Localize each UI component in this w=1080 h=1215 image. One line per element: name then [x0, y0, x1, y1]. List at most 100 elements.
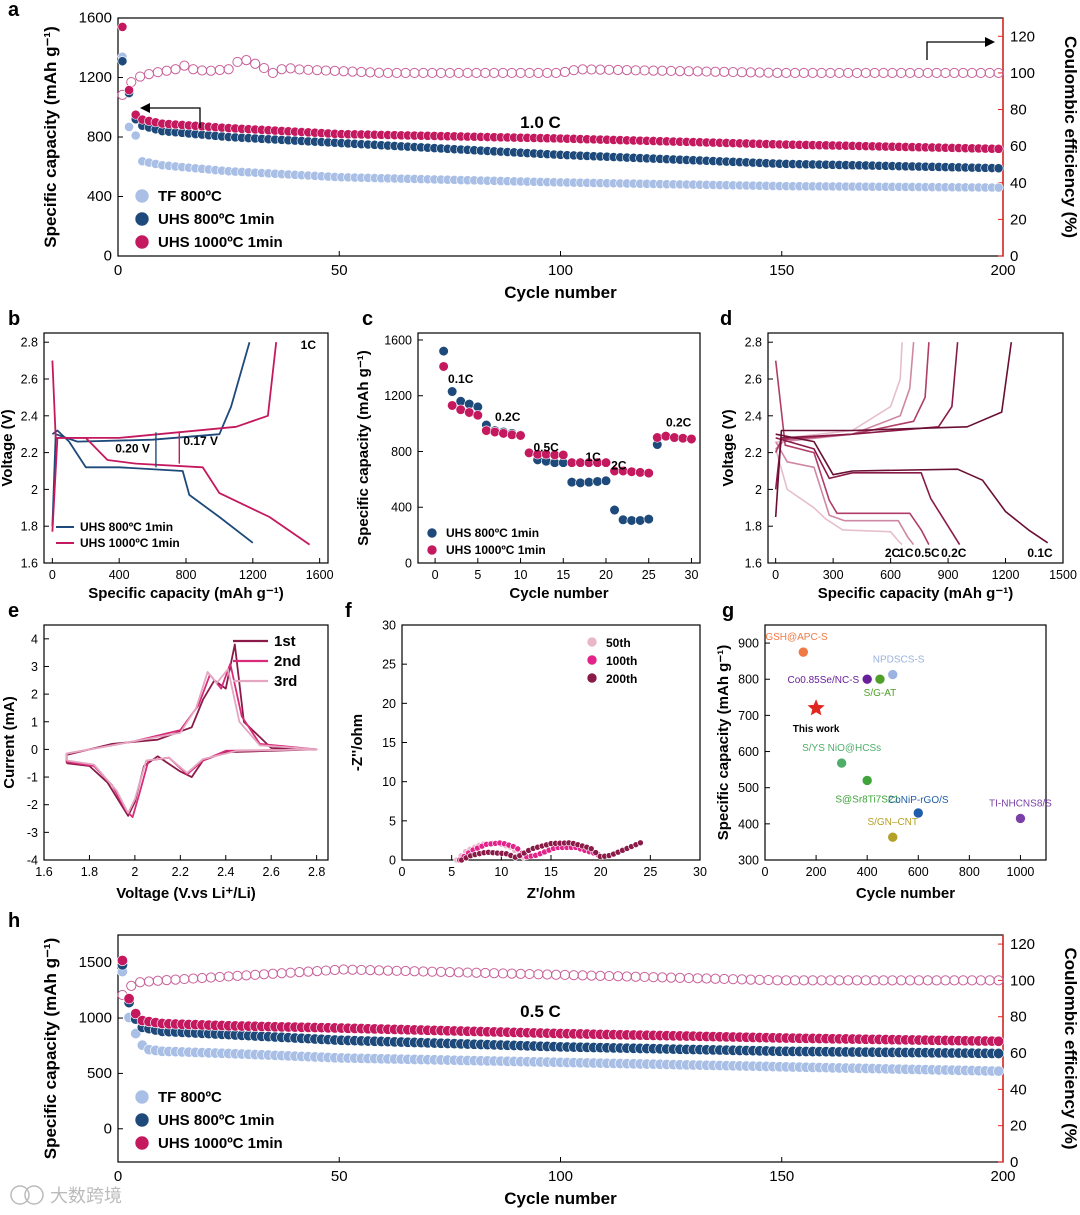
ce-point — [851, 975, 863, 986]
ce-point — [542, 67, 553, 79]
ce-point — [232, 970, 243, 981]
ce-point — [550, 67, 562, 79]
rate-label: 0.5C — [534, 440, 560, 454]
ce-point — [975, 67, 986, 79]
ce-point — [533, 969, 544, 980]
ce-point — [781, 975, 792, 986]
comparison-point — [861, 673, 873, 685]
plot-frame — [764, 624, 1047, 861]
x-tick-label: 1.6 — [35, 865, 52, 879]
point-label: S/G-AT — [864, 688, 897, 699]
ce-point — [692, 973, 703, 984]
ce-point — [913, 975, 925, 986]
capacity-point-uhs1000 — [993, 143, 1004, 154]
ce-point — [241, 55, 252, 66]
ce-point — [489, 67, 500, 79]
ce-point — [949, 975, 960, 986]
ce-point — [878, 975, 889, 986]
y-tick-label: 30 — [382, 619, 396, 633]
x-tick-label: 800 — [959, 865, 980, 879]
ce-point — [170, 974, 181, 985]
eis-point — [514, 845, 522, 853]
ce-point — [913, 67, 925, 79]
x-tick-label: 1200 — [239, 568, 267, 582]
comparison-point — [1015, 813, 1026, 824]
rate-label: 0.2C — [666, 415, 692, 429]
x-axis-title: Z'/ohm — [527, 885, 576, 902]
x-tick-label: 200 — [990, 1168, 1015, 1185]
ce-point — [418, 67, 429, 79]
ce-point — [427, 67, 438, 79]
y2-tick-label: 40 — [1010, 175, 1027, 192]
ce-point — [666, 972, 677, 983]
rate-point-uhs1000 — [669, 432, 680, 443]
ce-point — [630, 971, 641, 982]
ce-point — [267, 968, 278, 979]
x-tick-label: 100 — [548, 1168, 573, 1185]
plot-frame — [43, 624, 329, 861]
x-tick-label: 600 — [880, 568, 901, 582]
ce-point — [958, 975, 969, 986]
ce-point — [250, 58, 261, 69]
ce-point — [329, 65, 340, 77]
rate-point-uhs1000 — [635, 467, 646, 478]
ce-point — [736, 67, 748, 78]
rate-point-uhs1000 — [472, 410, 483, 421]
panel-label: h — [8, 910, 20, 932]
ce-point — [312, 65, 323, 76]
y2-tick-label: 60 — [1010, 138, 1027, 155]
capacity-point-uhs1000 — [130, 1008, 142, 1020]
x-tick-label: 2.4 — [217, 865, 234, 879]
y2-axis-title: Coulombic efficiency (%) — [1061, 36, 1080, 238]
y2-tick-label: 0 — [1010, 1154, 1018, 1171]
ce-point — [294, 64, 305, 75]
x-tick-label: 2 — [131, 865, 138, 879]
y-tick-label: 900 — [738, 637, 759, 651]
comparison-point — [798, 646, 809, 658]
ce-point — [497, 968, 509, 979]
ce-point — [152, 67, 163, 78]
x-tick-label: 25 — [643, 865, 657, 879]
comparison-point — [887, 831, 899, 843]
x-axis-title: Cycle number — [509, 585, 608, 602]
y-tick-label: 0 — [104, 1120, 112, 1137]
y-tick-label: 4 — [31, 632, 38, 646]
point-label: NPDSCS-S — [873, 655, 925, 666]
ce-point — [205, 972, 217, 983]
panel-d: 0 300 600 900 1200 1500 1.6 1.8 2 2.2 2.4 2.6 2.8 d Sp… — [720, 308, 1077, 602]
legend-marker — [426, 544, 438, 556]
ce-point — [223, 64, 234, 75]
y-tick-label: 3 — [31, 660, 38, 674]
plot-frame — [401, 624, 701, 861]
ce-point — [188, 64, 199, 75]
ce-point — [763, 67, 774, 78]
panel-h: 0 50 100 150 200050010001500020406080100120C… — [8, 910, 1080, 1208]
y-tick-label: 600 — [738, 745, 759, 759]
arrowhead — [140, 103, 150, 113]
legend-label: 3rd — [274, 673, 297, 690]
rate-point-uhs1000 — [447, 400, 458, 411]
x-tick-label: 1200 — [992, 568, 1020, 582]
y-axis-title: Voltage (V) — [0, 409, 16, 486]
ce-point — [931, 975, 942, 986]
ce-point — [444, 67, 455, 79]
y-tick-label: 20 — [382, 697, 396, 711]
y2-tick-label: 80 — [1010, 1009, 1027, 1026]
comparison-point — [836, 757, 847, 769]
x-axis-title: Cycle number — [504, 1189, 617, 1208]
ce-point — [126, 76, 137, 88]
ce-point — [400, 965, 411, 977]
y-tick-label: 2.2 — [745, 446, 762, 460]
ce-point — [904, 67, 916, 79]
ce-point — [303, 966, 314, 977]
y-tick-label: 2.2 — [21, 446, 38, 460]
rate-label: 0.2C — [495, 410, 521, 424]
ce-point — [754, 974, 765, 985]
ce-point — [922, 67, 933, 79]
legend-marker — [134, 234, 150, 250]
rate-point-uhs800 — [609, 504, 620, 516]
charge-curve — [775, 342, 915, 450]
legend-label: TF 800ºC — [158, 188, 222, 205]
y-tick-label: 1.8 — [745, 520, 762, 534]
x-tick-label: 800 — [176, 568, 197, 582]
